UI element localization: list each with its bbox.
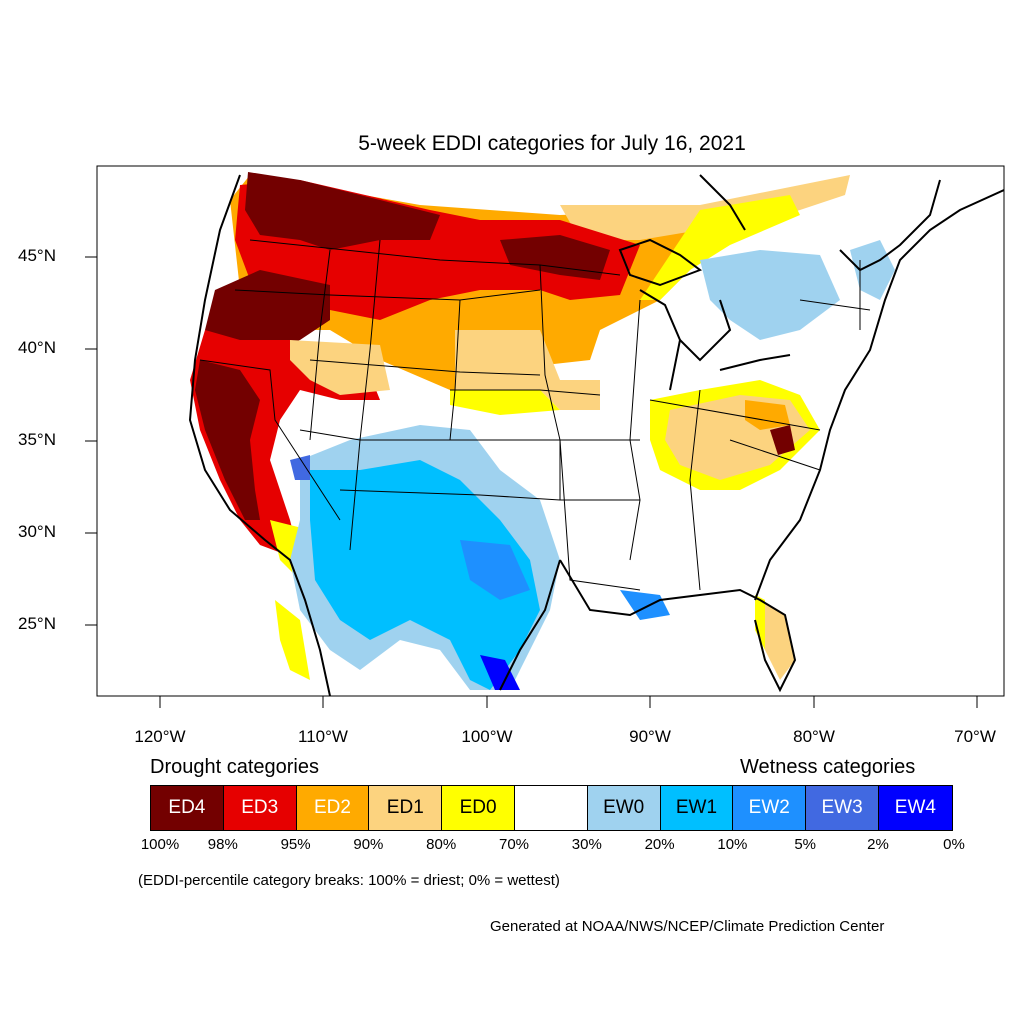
legend-box-ed3: ED3 xyxy=(223,786,297,830)
percent-break-label: 5% xyxy=(794,836,817,853)
wetness-heading: Wetness categories xyxy=(740,756,916,778)
credit-line: Generated at NOAA/NWS/NCEP/Climate Predi… xyxy=(490,918,885,935)
ed4-region-oregon xyxy=(205,270,330,355)
coastlines xyxy=(188,174,1004,696)
lon-ticks xyxy=(159,696,978,708)
percent-break-label: 20% xyxy=(644,836,675,853)
percent-break-label: 10% xyxy=(717,836,748,853)
percent-break-label: 95% xyxy=(280,836,311,853)
map-frame xyxy=(96,165,1005,697)
ew3-region-arizona xyxy=(290,455,310,480)
legend-box-ed1: ED1 xyxy=(369,786,443,830)
lat-label-25: 25°N xyxy=(18,614,56,633)
lat-label-45: 45°N xyxy=(18,246,56,265)
percent-break-label: 80% xyxy=(426,836,457,853)
legend-box-ed0: ED0 xyxy=(442,786,515,830)
lat-label-40: 40°N xyxy=(18,338,56,357)
ed0-region-north xyxy=(640,195,800,300)
percent-break-label: 70% xyxy=(498,836,530,853)
ed0-region-central xyxy=(450,390,560,415)
ed0-region-florida xyxy=(755,595,765,650)
lon-label-80: 80°W xyxy=(793,727,835,746)
legend-box-ed4: ED4 xyxy=(151,786,224,830)
legend-box-ew0: EW0 xyxy=(587,786,661,830)
legend-box-ew4: EW4 xyxy=(878,786,952,830)
legend-box-ed2: ED2 xyxy=(296,786,370,830)
legend-color-bar: ED4 ED3 ED2 ED1 ED0 EW0 EW1 EW2 EW3 EW4 xyxy=(150,785,953,831)
percent-break-label: 30% xyxy=(571,836,602,853)
drought-heading: Drought categories xyxy=(150,756,319,778)
ed4-region-minnesota xyxy=(500,235,610,280)
percent-break-label: 98% xyxy=(207,836,238,853)
legend-box-neutral xyxy=(514,786,588,830)
lon-label-110: 110°W xyxy=(298,727,348,746)
ed4-region-northwest xyxy=(245,172,440,250)
map-title: 5-week EDDI categories for July 16, 2021 xyxy=(358,132,746,155)
percent-break-label: 90% xyxy=(353,836,384,853)
legend-box-ew3: EW3 xyxy=(806,786,879,830)
ew2-region-texas xyxy=(460,540,530,600)
legend-box-ew1: EW1 xyxy=(660,786,734,830)
lon-label-100: 100°W xyxy=(461,727,513,746)
lat-label-35: 35°N xyxy=(18,430,56,449)
ed0-region-baja xyxy=(275,600,310,680)
ed1-region-florida xyxy=(760,600,795,680)
percent-break-label: 100% xyxy=(140,836,180,853)
ew0-region-newengland xyxy=(850,240,895,300)
category-note: (EDDI-percentile category breaks: 100% =… xyxy=(138,872,560,889)
percent-break-label: 0% xyxy=(943,836,965,853)
lat-ticks xyxy=(85,256,97,626)
lat-label-30: 30°N xyxy=(18,522,56,541)
ed4-region-virginia xyxy=(770,425,795,455)
lon-label-70: 70°W xyxy=(954,727,996,746)
ed4-region-california xyxy=(195,360,260,520)
state-boundaries xyxy=(199,239,871,591)
ew0-region-northeast xyxy=(700,250,840,340)
lon-label-90: 90°W xyxy=(629,727,671,746)
ew2-region-gulf xyxy=(620,590,670,620)
ed1-region-north xyxy=(560,175,850,240)
legend-box-ew2: EW2 xyxy=(733,786,807,830)
percent-break-label: 2% xyxy=(867,836,889,853)
lon-label-120: 120°W xyxy=(134,727,186,746)
ew4-region-texas xyxy=(480,655,520,690)
ew1-region-southwest xyxy=(310,460,540,690)
